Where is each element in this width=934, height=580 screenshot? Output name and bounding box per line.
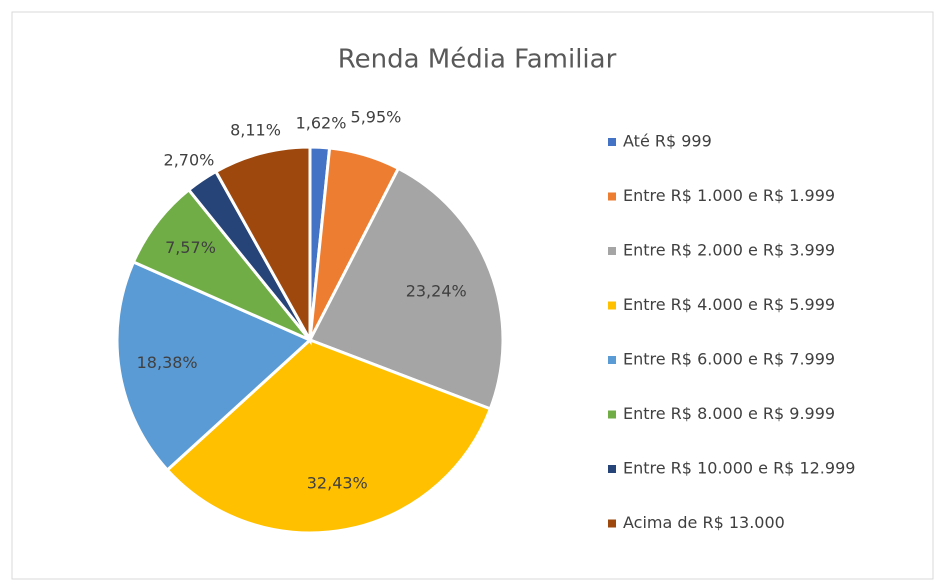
data-label: 32,43% — [307, 474, 368, 493]
pie-slice — [165, 338, 493, 535]
pie-slice — [307, 166, 505, 411]
legend-swatch — [608, 247, 616, 255]
legend-label: Entre R$ 6.000 e R$ 7.999 — [623, 350, 835, 369]
data-label: 23,24% — [406, 281, 467, 300]
pie-slice — [213, 145, 312, 346]
data-label: 8,11% — [230, 120, 281, 139]
legend-label: Entre R$ 10.000 e R$ 12.999 — [623, 459, 855, 478]
legend-swatch — [608, 519, 616, 528]
chart-title: Renda Média Familiar — [338, 45, 617, 75]
legend-label: Entre R$ 4.000 e R$ 5.999 — [623, 295, 835, 314]
legend-label: Acima de R$ 13.000 — [623, 513, 785, 532]
legend-swatch — [608, 356, 616, 364]
data-label: 2,70% — [164, 150, 215, 169]
data-label: 18,38% — [137, 353, 198, 372]
legend-label: Entre R$ 2.000 e R$ 3.999 — [623, 241, 835, 260]
legend-label: Entre R$ 1.000 e R$ 1.999 — [623, 186, 835, 205]
legend-swatch — [608, 410, 616, 419]
legend-label: Entre R$ 8.000 e R$ 9.999 — [623, 404, 835, 423]
legend-swatch — [608, 465, 616, 473]
legend-swatch — [608, 192, 616, 201]
legend-label: Até R$ 999 — [623, 132, 712, 151]
legend-swatch — [608, 301, 616, 310]
pie-slice — [115, 260, 313, 473]
data-label: 1,62% — [296, 114, 347, 133]
data-label: 7,57% — [165, 238, 216, 257]
data-label: 5,95% — [351, 107, 402, 126]
legend-swatch — [608, 138, 616, 146]
